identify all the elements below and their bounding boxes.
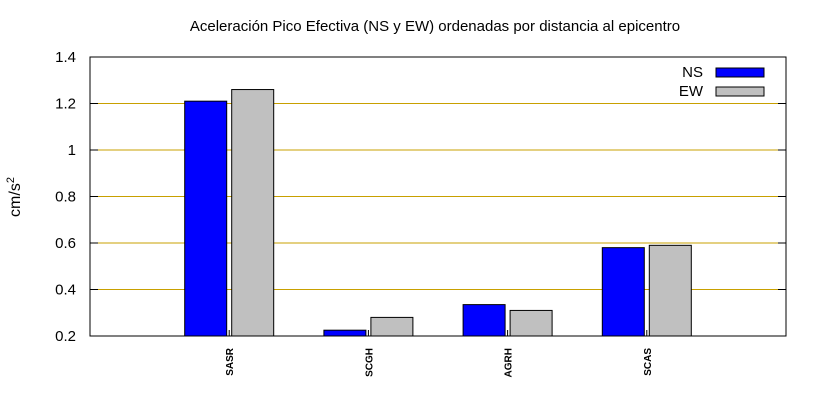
category-label: SCAS: [643, 348, 654, 376]
bar-ns-sasr: [184, 100, 228, 337]
y-tick-label: 0.8: [55, 189, 76, 206]
y-axis-label-unit: cm/s: [7, 183, 24, 217]
category-label: AGRH: [504, 348, 515, 377]
y-tick-label: 0.4: [55, 282, 76, 299]
y-tick-label: 1.2: [55, 96, 76, 113]
legend: NS EW: [679, 64, 765, 100]
legend-label-ew: EW: [679, 83, 704, 100]
legend-swatch-ew: [715, 86, 765, 97]
bar-ns-agrh: [462, 304, 506, 337]
bar-ew-sasr: [231, 89, 275, 337]
y-tick-label: 1: [68, 142, 76, 159]
category-label: SCGH: [364, 348, 375, 377]
bar-ew-agrh: [509, 309, 553, 337]
bar-ns-scas: [601, 247, 645, 337]
y-tick-label: 1.4: [55, 49, 76, 66]
y-tick-label: 0.2: [55, 328, 76, 345]
legend-label-ns: NS: [682, 64, 703, 81]
y-axis-label-superscript: 2: [5, 177, 17, 183]
category-label: SASR: [225, 347, 236, 376]
bar-ns-scgh: [323, 329, 367, 337]
bar-ew-scas: [648, 244, 692, 337]
y-axis-ticks: 0.2 0.4 0.6 0.8 1 1.2 1.4: [55, 49, 786, 345]
bars: [184, 89, 692, 337]
y-axis-label: cm/s2: [5, 177, 24, 217]
y-tick-label: 0.6: [55, 235, 76, 252]
chart-title: Aceleración Pico Efectiva (NS y EW) orde…: [190, 18, 680, 35]
legend-swatch-ns: [715, 67, 765, 78]
bar-ew-scgh: [370, 316, 414, 337]
x-axis-categories: SASR SCGH AGRH SCAS: [225, 330, 654, 377]
